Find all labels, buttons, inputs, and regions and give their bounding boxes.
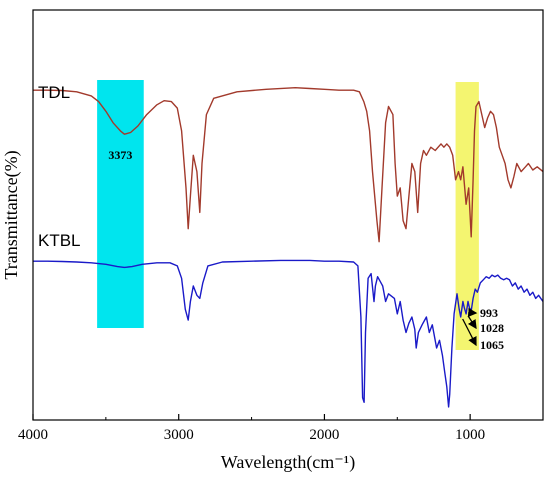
highlight-band: [97, 80, 144, 328]
x-tick-label: 1000: [455, 427, 485, 443]
x-axis-ticks: 4000 3000 2000 1000: [18, 414, 485, 443]
y-axis-title: Transmittance(%): [1, 150, 22, 279]
x-tick-label: 2000: [309, 427, 339, 443]
x-tick-label: 4000: [18, 427, 48, 443]
annotation-arrow: [467, 315, 477, 330]
annotation-arrow: [462, 318, 477, 347]
series-lines: TDL KTBL: [33, 83, 544, 408]
series-label-tdl: TDL: [38, 83, 70, 102]
x-axis-title: Wavelength(cm⁻¹): [221, 452, 355, 473]
highlight-bands: [97, 80, 479, 350]
peak-label: 1028: [480, 321, 504, 335]
plot-frame: [32, 9, 544, 421]
highlight-band: [455, 82, 479, 350]
peak-label: 993: [480, 306, 498, 320]
peak-label: 3373: [108, 148, 132, 162]
series-label-ktbl: KTBL: [38, 231, 81, 250]
series-line-ktbl: [33, 259, 544, 408]
x-tick-label: 3000: [164, 427, 194, 443]
series-line-tdl: [33, 87, 544, 243]
peak-label: 1065: [480, 338, 504, 352]
